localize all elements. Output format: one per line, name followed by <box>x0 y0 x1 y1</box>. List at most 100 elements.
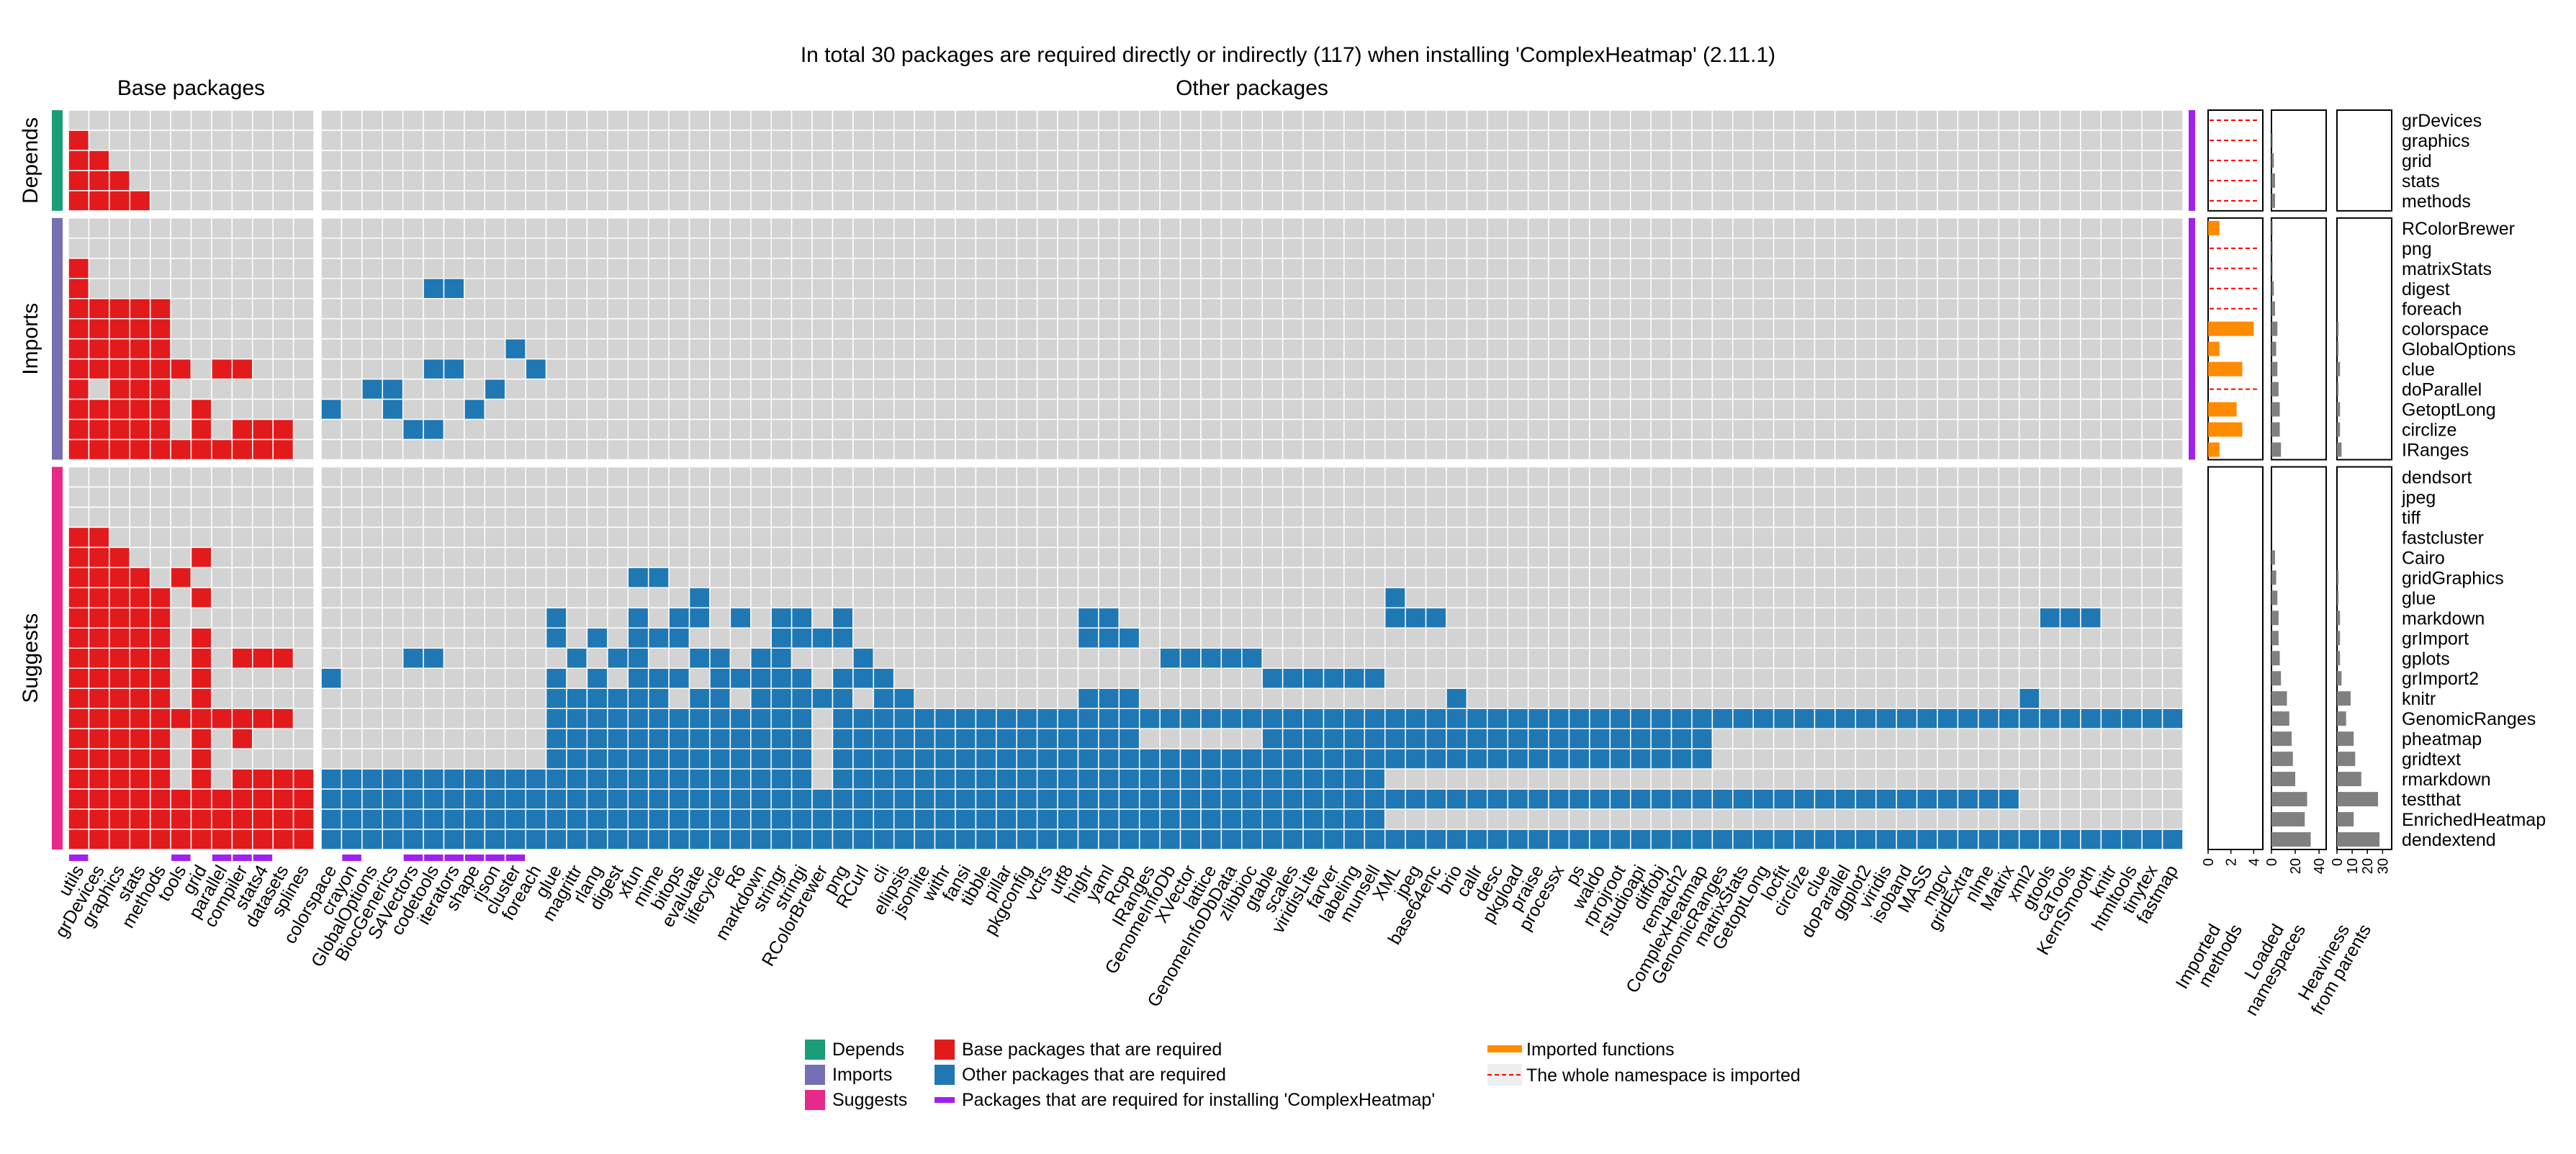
heatmap-cell <box>1159 150 1181 171</box>
heatmap-cell <box>272 486 294 508</box>
heatmap-cell <box>770 317 793 340</box>
heatmap-cell <box>1261 768 1284 790</box>
heatmap-cell <box>1896 667 1918 689</box>
heatmap-cell <box>190 486 212 508</box>
heatmap-cell <box>1200 338 1222 360</box>
heatmap-cell <box>934 278 956 299</box>
heatmap-cell <box>1179 418 1202 441</box>
heatmap-cell <box>1732 418 1754 441</box>
heatmap-cell <box>975 258 997 279</box>
heatmap-cell <box>1507 298 1529 320</box>
heatmap-cell <box>893 378 915 400</box>
heatmap-cell <box>934 109 956 131</box>
heatmap-cell <box>1036 130 1058 151</box>
heatmap-cell <box>586 829 608 850</box>
heatmap-cell <box>1200 398 1222 420</box>
heatmap-cell <box>770 567 793 589</box>
heatmap-cell <box>627 150 649 171</box>
heatmap-cell <box>170 728 192 749</box>
heatmap-cell <box>443 278 465 299</box>
row-label: dendsort <box>2402 468 2472 488</box>
heatmap-cell <box>1752 546 1775 569</box>
heatmap-cell <box>320 829 343 850</box>
heatmap-cell <box>211 378 233 400</box>
heatmap-cell <box>1855 238 1877 259</box>
heatmap-cell <box>1282 338 1304 360</box>
heatmap-cell <box>1548 378 1570 400</box>
heatmap-cell <box>545 358 567 380</box>
heatmap-cell <box>955 217 977 239</box>
heatmap-cell <box>934 748 956 770</box>
heatmap-cell <box>1998 708 2020 729</box>
heatmap-cell <box>1711 667 1734 689</box>
heatmap-cell <box>647 748 670 770</box>
heatmap-cell <box>320 130 343 151</box>
heatmap-cell <box>586 258 608 279</box>
heatmap-cell <box>791 829 813 850</box>
heatmap-cell <box>627 708 649 729</box>
heatmap-cell <box>1220 567 1243 589</box>
heatmap-cell <box>668 278 690 299</box>
heatmap-cell <box>1138 109 1161 131</box>
heatmap-cell <box>272 667 294 689</box>
heatmap-cell <box>688 238 711 259</box>
heatmap-cell <box>320 667 343 689</box>
heatmap-cell <box>607 667 629 689</box>
heatmap-cell <box>1875 546 1897 569</box>
heatmap-cell <box>1302 607 1325 629</box>
heatmap-cell <box>341 688 363 709</box>
heatmap-cell <box>811 317 834 340</box>
heatmap-cell <box>1957 546 1979 569</box>
heatmap-cell <box>525 378 547 400</box>
heatmap-cell <box>1200 258 1222 279</box>
heatmap-cell <box>1118 278 1140 299</box>
heatmap-cell <box>1629 378 1652 400</box>
heatmap-cell <box>1609 278 1631 299</box>
heatmap-cell <box>1916 217 1938 239</box>
heatmap-cell <box>484 688 506 709</box>
heatmap-cell <box>607 258 629 279</box>
heatmap-cell <box>627 258 649 279</box>
heatmap-cell <box>1711 338 1734 360</box>
heatmap-cell <box>1732 398 1754 420</box>
heatmap-cell <box>1343 418 1366 441</box>
loaded-namespaces-bar <box>2271 792 2307 807</box>
heatmap-cell <box>190 217 212 239</box>
heatmap-cell <box>791 238 813 259</box>
heatmap-cell <box>252 150 274 171</box>
heatmap-cell <box>607 378 629 400</box>
heatmap-cell <box>1487 190 1508 212</box>
heatmap-cell <box>668 418 690 441</box>
heatmap-cell <box>1916 438 1938 461</box>
row-label: grid <box>2402 151 2432 171</box>
heatmap-cell <box>1507 217 1529 239</box>
heatmap-cell <box>1548 688 1570 709</box>
heatmap-cell <box>566 398 588 420</box>
heatmap-cell <box>1773 587 1795 609</box>
heatmap-cell <box>1098 708 1120 729</box>
heatmap-cell <box>1527 486 1549 508</box>
heatmap-cell <box>1814 788 1836 810</box>
heatmap-cell <box>1670 338 1693 360</box>
heatmap-cell <box>1916 708 1938 729</box>
heatmap-cell <box>1425 418 1447 441</box>
heatmap-cell <box>484 438 506 461</box>
heatmap-cell <box>873 546 895 569</box>
heatmap-cell <box>1241 398 1263 420</box>
heatmap-cell <box>1711 298 1734 320</box>
heatmap-cell <box>341 647 363 669</box>
heatmap-cell <box>688 607 711 629</box>
heatmap-cell <box>1548 109 1570 131</box>
heatmap-cell <box>505 748 526 770</box>
heatmap-cell <box>975 130 997 151</box>
heatmap-cell <box>1282 788 1304 810</box>
heatmap-cell <box>1220 109 1243 131</box>
heatmap-cell <box>1855 768 1877 790</box>
heatmap-cell <box>2120 708 2143 729</box>
heatmap-cell <box>996 567 1017 589</box>
heatmap-cell <box>190 546 212 569</box>
heatmap-cell <box>1118 708 1140 729</box>
heatmap-cell <box>1384 109 1406 131</box>
heatmap-cell <box>443 486 465 508</box>
heatmap-cell <box>1978 607 1999 629</box>
